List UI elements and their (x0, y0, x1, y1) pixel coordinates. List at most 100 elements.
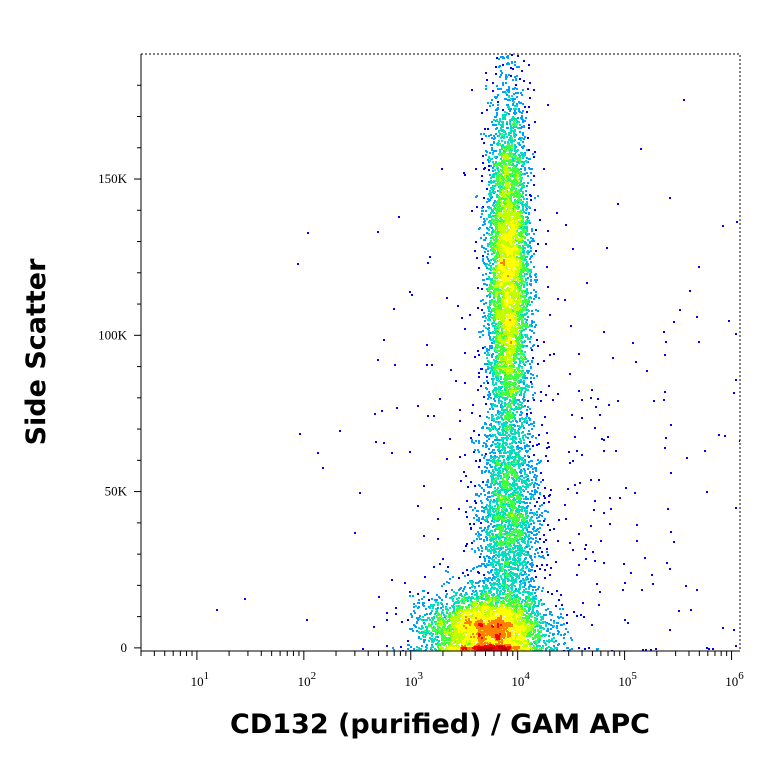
event-dot (517, 569, 519, 571)
event-dot (578, 353, 580, 355)
event-dot (539, 538, 541, 540)
event-dot (393, 308, 395, 310)
event-dot (534, 553, 536, 555)
event-dot (526, 591, 528, 593)
event-dot (529, 408, 531, 410)
event-dot (673, 541, 675, 543)
event-dot (488, 470, 490, 472)
event-dot (560, 616, 562, 618)
event-dot (429, 619, 431, 621)
event-dot (516, 120, 518, 122)
event-dot (510, 130, 512, 132)
event-dot (537, 613, 539, 615)
event-dot (507, 127, 509, 129)
event-dot (488, 229, 490, 231)
event-dot (493, 471, 495, 473)
event-dot (486, 267, 488, 269)
event-dot (530, 250, 532, 252)
event-dot (524, 582, 526, 584)
event-dot (491, 147, 493, 149)
event-dot (484, 263, 486, 265)
event-dot (531, 360, 533, 362)
event-dot (404, 582, 406, 584)
event-dot (457, 305, 459, 307)
event-dot (477, 571, 479, 573)
event-dot (494, 116, 496, 118)
event-dot (521, 470, 523, 472)
event-dot (670, 531, 672, 533)
event-dot (522, 398, 524, 400)
event-dot (491, 558, 493, 560)
event-dot (439, 398, 441, 400)
event-dot (488, 590, 490, 592)
event-dot (415, 605, 417, 607)
event-dot (501, 409, 503, 411)
event-dot (545, 539, 547, 541)
event-dot (488, 361, 490, 363)
event-dot (528, 461, 530, 463)
event-dot (521, 112, 523, 114)
event-dot (427, 415, 429, 417)
event-dot (496, 112, 498, 114)
event-dot (479, 556, 481, 558)
event-dot (443, 614, 445, 616)
event-dot (492, 461, 494, 463)
event-dot (690, 609, 692, 611)
event-dot (486, 504, 488, 506)
event-dot (519, 545, 521, 547)
event-dot (409, 451, 411, 453)
event-dot (524, 571, 526, 573)
event-dot (481, 510, 483, 512)
event-dot (442, 558, 444, 560)
event-dot (531, 228, 533, 230)
event-dot (493, 514, 495, 516)
event-dot (480, 216, 482, 218)
event-dot (498, 457, 500, 459)
event-dot (517, 55, 519, 57)
event-dot (432, 633, 434, 635)
event-dot (547, 104, 549, 106)
event-dot (528, 568, 530, 570)
event-dot (458, 602, 460, 604)
event-dot (421, 598, 423, 600)
event-dot (492, 231, 494, 233)
event-dot (417, 505, 419, 507)
event-dot (512, 482, 514, 484)
event-dot (624, 582, 626, 584)
event-dot (504, 452, 506, 454)
event-dot (450, 369, 452, 371)
event-dot (418, 599, 420, 601)
event-dot (535, 598, 537, 600)
event-dot (669, 568, 671, 570)
event-dot (540, 472, 542, 474)
event-dot (525, 551, 527, 553)
event-dot (571, 648, 573, 650)
event-dot (423, 590, 425, 592)
event-dot (518, 460, 520, 462)
event-dot (521, 459, 523, 461)
event-dot (500, 576, 502, 578)
event-dot (516, 75, 518, 77)
event-dot (608, 404, 610, 406)
event-dot (490, 180, 492, 182)
event-dot (474, 500, 476, 502)
event-dot (523, 442, 525, 444)
event-dot (523, 185, 525, 187)
event-dot (495, 414, 497, 416)
event-dot (437, 518, 439, 520)
event-dot (478, 451, 480, 453)
event-dot (497, 107, 499, 109)
event-dot (530, 578, 532, 580)
event-dot (504, 389, 506, 391)
event-dot (484, 494, 486, 496)
event-dot (509, 450, 511, 452)
event-dot (420, 628, 422, 630)
event-dot (488, 334, 490, 336)
event-dot (521, 508, 523, 510)
event-dot (578, 390, 580, 392)
event-dot (592, 551, 594, 553)
event-dot (533, 580, 535, 582)
event-dot (487, 496, 489, 498)
event-dot (496, 57, 498, 59)
event-dot (377, 359, 379, 361)
